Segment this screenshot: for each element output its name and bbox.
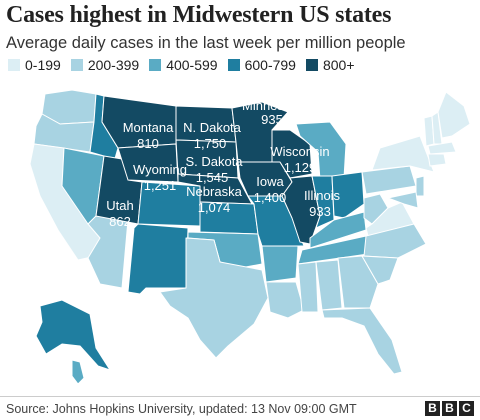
label-minnesota-value: 935 bbox=[261, 112, 283, 127]
legend-item-0: 0-199 bbox=[8, 57, 61, 73]
state-florida bbox=[321, 307, 403, 375]
state-pennsylvania bbox=[361, 165, 417, 195]
state-arkansas bbox=[261, 245, 299, 283]
state-new-mexico bbox=[127, 223, 189, 295]
label-illinois-name: Illinois bbox=[304, 188, 341, 203]
state-maryland bbox=[387, 191, 419, 209]
state-louisiana bbox=[265, 281, 305, 319]
legend-item-3: 600-799 bbox=[227, 57, 296, 73]
label-iowa-name: Iowa bbox=[256, 174, 284, 189]
state-connecticut bbox=[427, 153, 447, 167]
legend-label-0: 0-199 bbox=[25, 57, 61, 73]
footer-divider bbox=[0, 396, 480, 397]
label-utah-value: 862 bbox=[109, 214, 131, 229]
legend-swatch-4 bbox=[305, 59, 318, 71]
source-note: Source: Johns Hopkins University, update… bbox=[6, 402, 357, 416]
bbc-logo-b1: B bbox=[425, 401, 440, 416]
map-title: Cases highest in Midwestern US states bbox=[6, 2, 392, 28]
label-wisconsin-value: 1,129 bbox=[284, 160, 317, 175]
state-maine bbox=[437, 91, 471, 139]
state-kentucky bbox=[309, 211, 367, 249]
map-subtitle: Average daily cases in the last week per… bbox=[6, 34, 406, 52]
state-massachusetts bbox=[427, 141, 457, 155]
us-map: Montana 810 N. Dakota 1,750 Minnesota 93… bbox=[29, 89, 471, 385]
bbc-logo-c: C bbox=[459, 401, 474, 416]
state-indiana bbox=[311, 175, 335, 229]
label-north-dakota-name: N. Dakota bbox=[183, 120, 242, 135]
state-new-jersey bbox=[415, 175, 425, 197]
state-arizona bbox=[87, 215, 129, 289]
state-wisconsin bbox=[271, 129, 313, 179]
state-north-carolina bbox=[363, 223, 427, 259]
legend-label-4: 800+ bbox=[322, 57, 355, 73]
label-wyoming-name: Wyoming bbox=[133, 162, 187, 177]
legend-label-1: 200-399 bbox=[87, 57, 140, 73]
legend-item-2: 400-599 bbox=[149, 57, 218, 73]
state-mississippi bbox=[297, 261, 319, 313]
label-wisconsin-name: Wisconsin bbox=[270, 144, 329, 159]
label-wyoming-value: 1,251 bbox=[144, 178, 177, 193]
label-iowa-value: 1,400 bbox=[254, 190, 287, 205]
legend-item-4: 800+ bbox=[305, 57, 355, 73]
label-south-dakota-name: S. Dakota bbox=[185, 154, 243, 169]
legend-swatch-3 bbox=[227, 59, 240, 71]
label-south-dakota-value: 1,545 bbox=[196, 170, 229, 185]
state-hawaii bbox=[71, 359, 85, 385]
label-montana-value: 810 bbox=[137, 136, 159, 151]
label-minnesota-name: Minnesota bbox=[242, 98, 303, 113]
legend-swatch-0 bbox=[8, 59, 20, 71]
label-montana-name: Montana bbox=[123, 120, 174, 135]
legend-swatch-1 bbox=[70, 59, 83, 71]
label-illinois-value: 933 bbox=[309, 204, 331, 219]
legend: 0-199 200-399 400-599 600-799 800+ bbox=[8, 57, 355, 73]
state-new-york bbox=[371, 135, 435, 173]
state-georgia bbox=[337, 255, 379, 309]
state-south-carolina bbox=[361, 255, 399, 285]
legend-swatch-2 bbox=[149, 59, 162, 71]
state-texas bbox=[159, 237, 269, 359]
label-nebraska-value: 1,074 bbox=[198, 200, 231, 215]
legend-label-3: 600-799 bbox=[244, 57, 296, 73]
label-utah-name: Utah bbox=[106, 198, 133, 213]
legend-item-1: 200-399 bbox=[70, 57, 140, 73]
label-nebraska-name: Nebraska bbox=[186, 184, 242, 199]
state-ohio bbox=[331, 171, 365, 219]
bbc-logo-b2: B bbox=[442, 401, 457, 416]
bbc-logo: B B C bbox=[425, 401, 474, 416]
state-alaska bbox=[35, 299, 111, 371]
legend-label-2: 400-599 bbox=[166, 57, 218, 73]
label-north-dakota-value: 1,750 bbox=[194, 136, 227, 151]
state-alabama bbox=[315, 259, 343, 311]
